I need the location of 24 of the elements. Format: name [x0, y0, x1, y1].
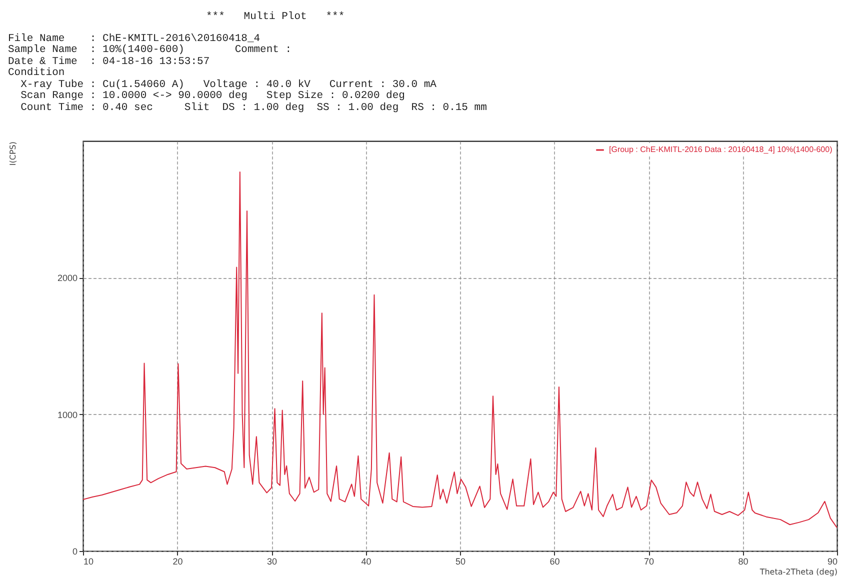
legend-label: [Group : ChE-KMITL-2016 Data : 20160418_4] 10%(1400-600) — [609, 145, 833, 154]
x-tick-label: 80 — [738, 556, 748, 566]
x-tick-label: 40 — [361, 556, 372, 566]
y-tick-label: 0 — [72, 546, 78, 556]
line-series — [83, 172, 837, 528]
text: Date & Time : 04-18-16 13:53:57 — [8, 56, 211, 68]
chart-title: *** Multi Plot *** — [205, 11, 346, 24]
text: Scan Range : 10.0000 <-> 90.0000 deg Step Size : 0.0200 deg — [20, 90, 406, 102]
y-tick-label: 2000 — [57, 273, 78, 284]
text: X-ray Tube : Cu(1.54060 A) Voltage : 40.0 kV Current : 30.0 mA — [20, 78, 438, 90]
x-tick-label: 20 — [172, 556, 183, 566]
x-tick-label: 10 — [84, 556, 94, 566]
x-tick-label: 70 — [644, 556, 654, 566]
y-tick-label: 1000 — [57, 410, 78, 420]
text: File Name : ChE-KMITL-2016\20160418_4 — [8, 32, 262, 44]
text: Condition — [8, 67, 66, 79]
x-tick-label: 90 — [827, 556, 838, 566]
y-axis-title: I(CPS) — [8, 142, 18, 166]
text: Count Time : 0.40 sec Slit DS : 1.00 deg SS : 1.00 deg RS : 0.15 mm — [20, 102, 488, 114]
x-axis-title: Theta-2Theta (deg) — [758, 568, 838, 576]
x-tick-label: 60 — [550, 556, 560, 566]
x-tick-label: 50 — [455, 556, 466, 566]
x-tick-label: 30 — [266, 556, 278, 566]
text: Sample Name : 10%(1400-600) Comment : — [8, 44, 293, 56]
